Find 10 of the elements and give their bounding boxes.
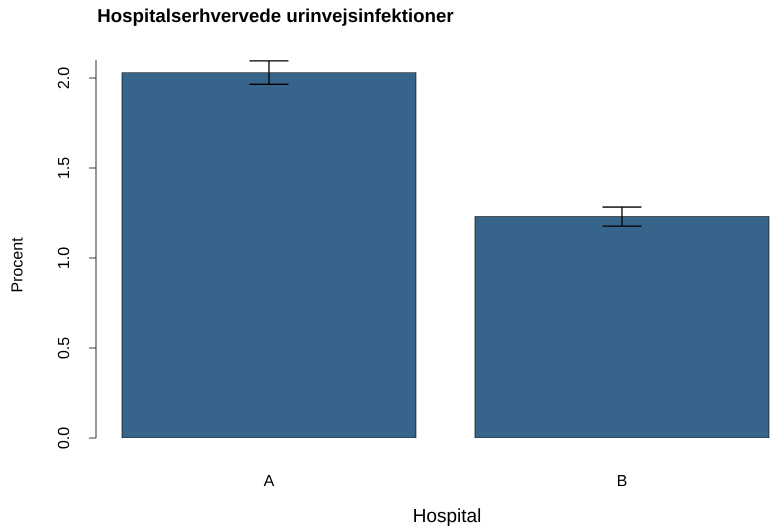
y-tick-label: 1.0 bbox=[58, 248, 70, 268]
y-tick-label: 0.5 bbox=[58, 338, 70, 358]
x-tick-label: B bbox=[618, 475, 626, 486]
x-axis-title: Hospital bbox=[414, 508, 480, 526]
y-tick-label: 0.0 bbox=[58, 428, 70, 448]
y-tick-label: 2.0 bbox=[58, 68, 70, 88]
y-axis-title: Procent bbox=[11, 238, 23, 292]
x-tick-label: A bbox=[264, 475, 274, 486]
y-tick-label: 1.5 bbox=[58, 158, 70, 178]
chart-title: Hospitalserhvervede urinvejsinfektioner bbox=[98, 8, 454, 26]
